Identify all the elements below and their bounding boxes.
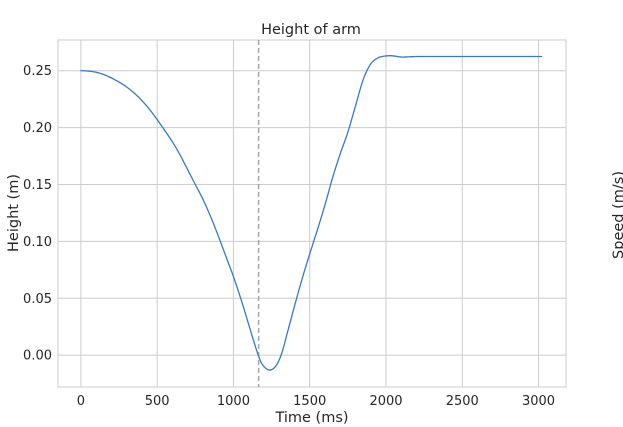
x-tick-label: 1500 bbox=[293, 394, 326, 409]
chart-title: Height of arm bbox=[261, 22, 361, 38]
y-tick-label: 0.10 bbox=[23, 235, 52, 250]
secondary-y-axis-label: Speed (m/s) bbox=[611, 171, 623, 259]
x-tick-label: 2000 bbox=[369, 394, 402, 409]
x-tick-label: 500 bbox=[145, 394, 170, 409]
x-tick-label: 1000 bbox=[217, 394, 250, 409]
y-axis-label: Height (m) bbox=[6, 174, 22, 252]
x-tick-label: 0 bbox=[77, 394, 85, 409]
x-tick-label: 2500 bbox=[446, 394, 479, 409]
x-axis-label: Time (ms) bbox=[274, 410, 348, 426]
x-tick-labels: 0 500 1000 1500 2000 2500 3000 bbox=[77, 394, 555, 409]
series-line-0 bbox=[80, 55, 543, 371]
series-group bbox=[80, 55, 543, 371]
y-tick-label: 0.25 bbox=[23, 64, 52, 79]
y-tick-labels: 0.00 0.05 0.10 0.15 0.20 0.25 bbox=[23, 64, 52, 363]
y-tick-label: 0.15 bbox=[23, 178, 52, 193]
x-tick-label: 3000 bbox=[522, 394, 555, 409]
plot-frame bbox=[57, 39, 567, 388]
y-tick-label: 0.00 bbox=[23, 349, 52, 364]
y-tick-label: 0.05 bbox=[23, 292, 52, 307]
y-tick-label: 0.20 bbox=[23, 121, 52, 136]
grid bbox=[58, 40, 566, 387]
